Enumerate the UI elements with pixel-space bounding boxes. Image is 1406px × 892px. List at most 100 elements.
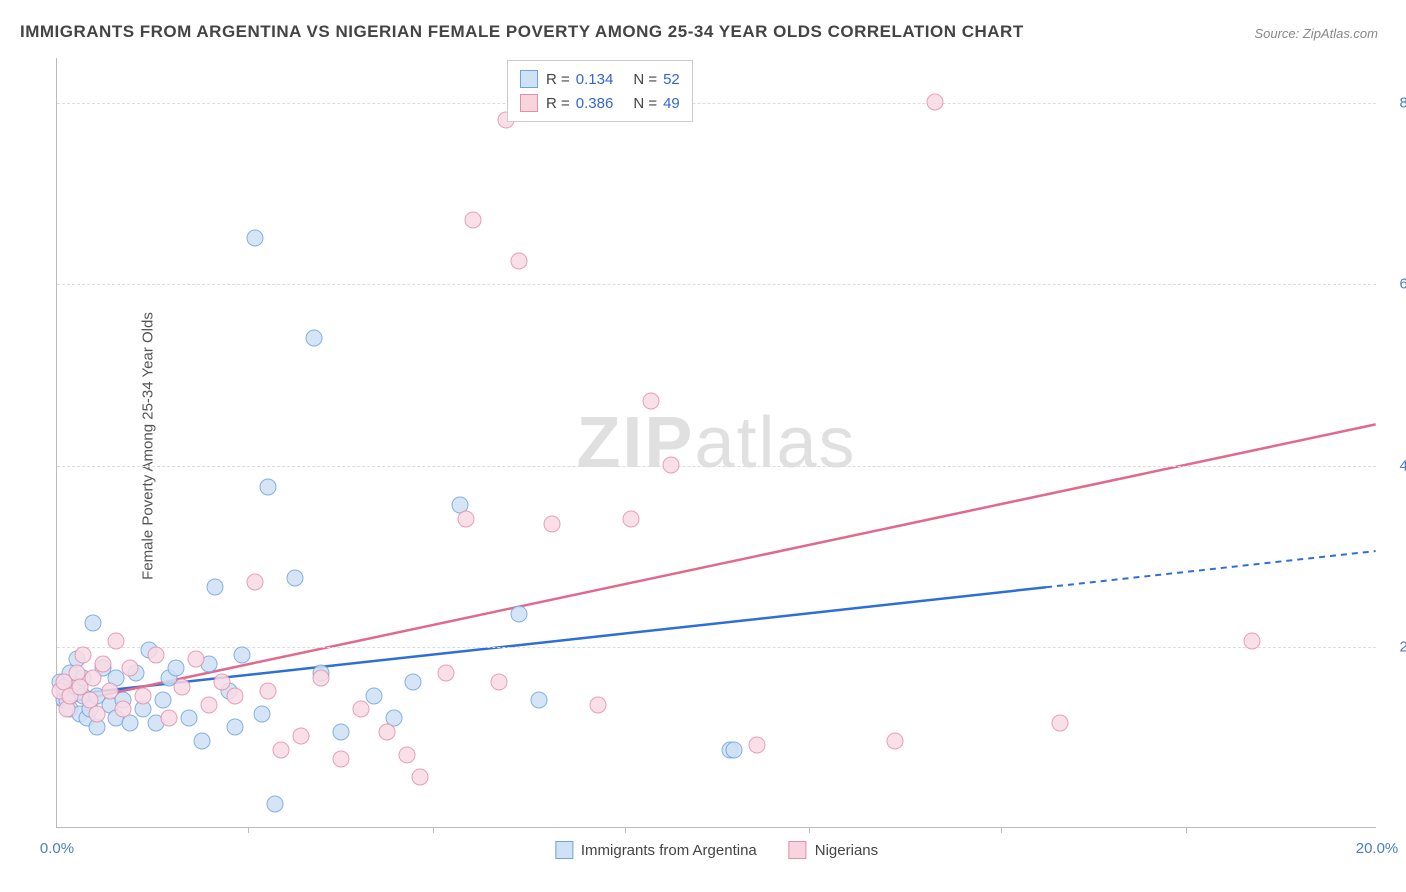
data-point xyxy=(332,751,349,768)
legend-n: N = 49 xyxy=(633,95,679,112)
chart-container: IMMIGRANTS FROM ARGENTINA VS NIGERIAN FE… xyxy=(0,0,1406,892)
data-point xyxy=(438,665,455,682)
data-point xyxy=(530,692,547,709)
data-point xyxy=(273,742,290,759)
data-point xyxy=(148,646,165,663)
data-point xyxy=(121,660,138,677)
watermark: ZIPatlas xyxy=(576,402,856,484)
data-point xyxy=(458,511,475,528)
x-tick-mark xyxy=(1186,827,1187,833)
data-point xyxy=(306,329,323,346)
data-point xyxy=(161,710,178,727)
data-point xyxy=(926,94,943,111)
data-point xyxy=(194,732,211,749)
data-point xyxy=(332,723,349,740)
x-tick-mark xyxy=(1001,827,1002,833)
data-point xyxy=(511,252,528,269)
data-point xyxy=(260,683,277,700)
data-point xyxy=(247,574,264,591)
data-point xyxy=(1243,633,1260,650)
data-point xyxy=(154,692,171,709)
y-tick-label: 20.0% xyxy=(1399,638,1406,655)
data-point xyxy=(174,678,191,695)
data-point xyxy=(95,655,112,672)
data-point xyxy=(511,606,528,623)
data-point xyxy=(108,633,125,650)
source-prefix: Source: xyxy=(1254,26,1302,41)
gridline xyxy=(57,647,1376,648)
gridline xyxy=(57,103,1376,104)
data-point xyxy=(398,746,415,763)
x-tick-mark xyxy=(625,827,626,833)
data-point xyxy=(227,687,244,704)
data-point xyxy=(260,479,277,496)
legend-stats: R = 0.134 N = 52 R = 0.386 N = 49 xyxy=(507,60,693,122)
data-point xyxy=(365,687,382,704)
data-point xyxy=(75,646,92,663)
data-point xyxy=(247,230,264,247)
data-point xyxy=(187,651,204,668)
data-point xyxy=(590,696,607,713)
legend-series-label: Nigerians xyxy=(815,842,878,859)
plot-area: ZIPatlas 20.0%40.0%60.0%80.0%0.0%20.0%R … xyxy=(56,58,1376,828)
legend-n: N = 52 xyxy=(633,71,679,88)
data-point xyxy=(464,212,481,229)
data-point xyxy=(134,687,151,704)
data-point xyxy=(88,705,105,722)
source-attribution: Source: ZipAtlas.com xyxy=(1254,26,1378,41)
data-point xyxy=(643,393,660,410)
x-tick-label: 0.0% xyxy=(40,840,74,857)
data-point xyxy=(405,674,422,691)
data-point xyxy=(253,705,270,722)
legend-stats-row: R = 0.386 N = 49 xyxy=(520,91,680,115)
data-point xyxy=(887,732,904,749)
data-point xyxy=(200,696,217,713)
data-point xyxy=(85,615,102,632)
data-point xyxy=(214,674,231,691)
data-point xyxy=(167,660,184,677)
gridline xyxy=(57,284,1376,285)
data-point xyxy=(207,578,224,595)
data-point xyxy=(662,456,679,473)
legend-swatch xyxy=(520,94,538,112)
x-tick-mark xyxy=(248,827,249,833)
x-tick-label: 20.0% xyxy=(1356,840,1399,857)
legend-series: Immigrants from Argentina Nigerians xyxy=(555,841,878,859)
data-point xyxy=(293,728,310,745)
data-point xyxy=(412,769,429,786)
chart-title: IMMIGRANTS FROM ARGENTINA VS NIGERIAN FE… xyxy=(20,22,1024,42)
data-point xyxy=(725,742,742,759)
legend-swatch xyxy=(520,70,538,88)
data-point xyxy=(379,723,396,740)
source-name: ZipAtlas.com xyxy=(1303,26,1378,41)
data-point xyxy=(266,796,283,813)
legend-series-item: Immigrants from Argentina xyxy=(555,841,757,859)
y-tick-label: 80.0% xyxy=(1399,95,1406,112)
data-point xyxy=(181,710,198,727)
x-tick-mark xyxy=(809,827,810,833)
legend-r: R = 0.134 xyxy=(546,71,613,88)
data-point xyxy=(623,511,640,528)
y-tick-label: 40.0% xyxy=(1399,457,1406,474)
legend-swatch xyxy=(789,841,807,859)
data-point xyxy=(313,669,330,686)
data-point xyxy=(227,719,244,736)
data-point xyxy=(115,701,132,718)
x-tick-mark xyxy=(433,827,434,833)
legend-r: R = 0.386 xyxy=(546,95,613,112)
legend-series-item: Nigerians xyxy=(789,841,878,859)
data-point xyxy=(101,683,118,700)
data-point xyxy=(286,569,303,586)
watermark-light: atlas xyxy=(694,403,856,483)
legend-stats-row: R = 0.134 N = 52 xyxy=(520,67,680,91)
y-tick-label: 60.0% xyxy=(1399,276,1406,293)
data-point xyxy=(233,646,250,663)
data-point xyxy=(544,515,561,532)
data-point xyxy=(1052,714,1069,731)
gridline xyxy=(57,466,1376,467)
data-point xyxy=(748,737,765,754)
data-point xyxy=(352,701,369,718)
legend-swatch xyxy=(555,841,573,859)
data-point xyxy=(491,674,508,691)
legend-series-label: Immigrants from Argentina xyxy=(581,842,757,859)
